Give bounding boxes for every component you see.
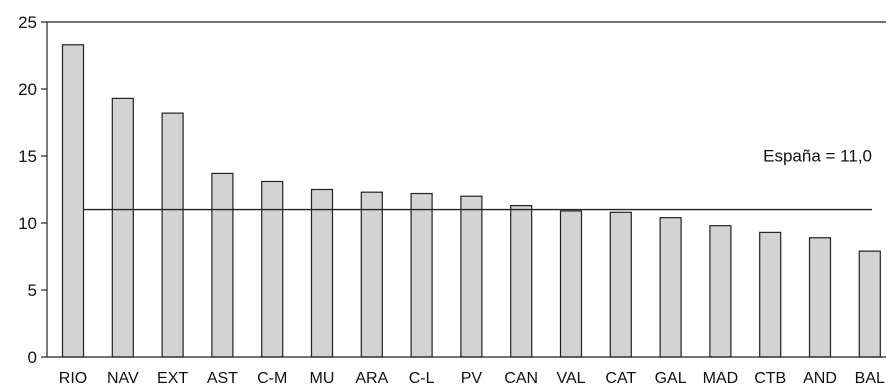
bar-c-l (410, 192, 433, 358)
bar-ara (360, 191, 383, 358)
x-tick-label-rio: RIO (59, 370, 87, 387)
y-tick-label-20: 20 (18, 80, 37, 99)
bar-gal (659, 217, 682, 358)
x-tick-label-ctb: CTB (754, 370, 786, 387)
bar-nav (111, 97, 134, 358)
x-tick-label-c-l: C-L (409, 370, 435, 387)
x-tick-label-ara: ARA (355, 370, 388, 387)
x-tick-label-ext: EXT (157, 370, 188, 387)
bar-can (510, 204, 533, 358)
bar-pv (460, 195, 483, 358)
y-tick-label-5: 5 (28, 281, 37, 300)
reference-line-group: España = 11,0 (83, 147, 872, 211)
y-tick-label-15: 15 (18, 147, 37, 166)
bar-bal (858, 250, 881, 358)
bar-rio (61, 44, 85, 358)
bar-ext (161, 112, 184, 358)
reference-line-label: España = 11,0 (763, 147, 872, 166)
x-tick-label-pv: PV (461, 370, 483, 387)
x-axis: RIO NAV EXT AST C-M MU ARA C-L PV CAN VAL CAT GAL MAD… (59, 370, 885, 387)
y-tick-label-25: 25 (18, 13, 37, 32)
x-tick-label-c-m: C-M (257, 370, 287, 387)
bars (61, 44, 881, 358)
x-tick-label-mad: MAD (703, 370, 739, 387)
bar-mu (310, 188, 334, 358)
x-tick-label-mu: MU (310, 370, 335, 387)
y-tick-label-10: 10 (18, 214, 37, 233)
bar-ast (211, 172, 234, 358)
bar-mad (709, 225, 732, 358)
plot-frame (46, 21, 886, 358)
x-tick-label-val: VAL (556, 370, 585, 387)
bar-and (808, 237, 832, 358)
x-tick-label-ast: AST (207, 370, 238, 387)
bar-c-m (261, 180, 284, 358)
x-tick-label-bal: BAL (855, 370, 885, 387)
bar-val (559, 210, 583, 358)
bar-ctb (759, 231, 782, 358)
bar-cat (609, 211, 632, 358)
x-tick-label-cat: CAT (605, 370, 636, 387)
y-tick-label-0: 0 (28, 348, 37, 367)
x-tick-label-nav: NAV (107, 370, 139, 387)
y-axis: 0 5 10 15 20 25 (18, 13, 47, 367)
x-tick-label-and: AND (803, 370, 837, 387)
x-tick-label-gal: GAL (655, 370, 687, 387)
x-tick-label-can: CAN (504, 370, 538, 387)
